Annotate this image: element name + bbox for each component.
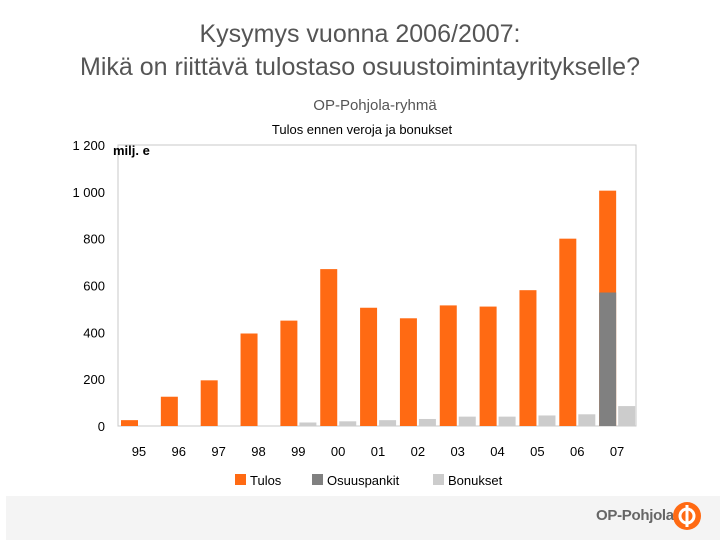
logo-text: OP-Pohjola [596,507,674,524]
bar-tulos-99 [280,320,298,426]
x-tick-label: 00 [331,444,345,459]
title-line-1: Kysymys vuonna 2006/2007: [199,20,521,48]
bar-tulos-05 [519,290,537,426]
bar-bonukset-00 [339,421,357,426]
bar-bonukset-02 [418,418,436,426]
legend-label-bonukset: Bonukset [448,473,503,488]
y-tick-label: 1 200 [72,138,105,153]
bar-bonukset-05 [538,415,556,426]
x-tick-label: 06 [570,444,584,459]
op-pohjola-logo-icon [673,502,701,530]
bar-tulos-98 [240,333,258,426]
legend-label-tulos: Tulos [250,473,282,488]
legend-swatch-osuuspankit [312,474,323,485]
x-tick-label: 03 [450,444,464,459]
bar-tulos-96 [160,396,178,426]
bar-tulos-03 [439,305,457,426]
bar-chart: Tulos ennen veroja ja bonukset0200400600… [72,122,637,488]
y-tick-label: 600 [83,279,105,294]
footer-bar [6,496,720,540]
group-name: OP-Pohjola-ryhmä [313,97,437,114]
bar-bonukset-01 [379,420,397,426]
bar-osuuspankit-07 [599,292,617,426]
y-tick-label: 1 000 [72,185,105,200]
legend-label-osuuspankit: Osuuspankit [327,473,400,488]
legend-swatch-bonukset [433,474,444,485]
bar-tulos-00 [320,269,338,426]
x-tick-label: 05 [530,444,544,459]
bar-tulos-06 [559,238,577,426]
bar-bonukset-04 [498,416,516,426]
x-tick-label: 07 [610,444,624,459]
x-tick-label: 97 [211,444,225,459]
bar-tulos-95 [121,420,138,426]
bar-bonukset-99 [299,422,317,426]
bar-bonukset-06 [578,414,596,426]
chart-title: Tulos ennen veroja ja bonukset [272,122,453,137]
y-tick-label: 800 [83,232,105,247]
bar-tulos-04 [479,306,497,426]
title-line-2: Mikä on riittävä tulostaso osuustoiminta… [80,53,640,81]
x-tick-label: 01 [371,444,385,459]
x-tick-label: 04 [490,444,504,459]
y-tick-label: 400 [83,325,105,340]
x-tick-label: 98 [251,444,265,459]
x-tick-label: 02 [411,444,425,459]
y-tick-label: 200 [83,372,105,387]
x-tick-label: 99 [291,444,305,459]
bar-bonukset-07 [618,406,636,426]
bar-bonukset-03 [458,416,476,426]
y-tick-label: 0 [98,419,105,434]
x-tick-label: 95 [132,444,146,459]
x-tick-label: 96 [172,444,186,459]
unit-label: milj. e [113,143,150,158]
bar-tulos-97 [200,380,218,426]
bar-tulos-02 [399,318,417,426]
slide-title: Kysymys vuonna 2006/2007: Mikä on riittä… [0,18,720,84]
bar-tulos-01 [360,307,378,426]
legend-swatch-tulos [235,474,246,485]
